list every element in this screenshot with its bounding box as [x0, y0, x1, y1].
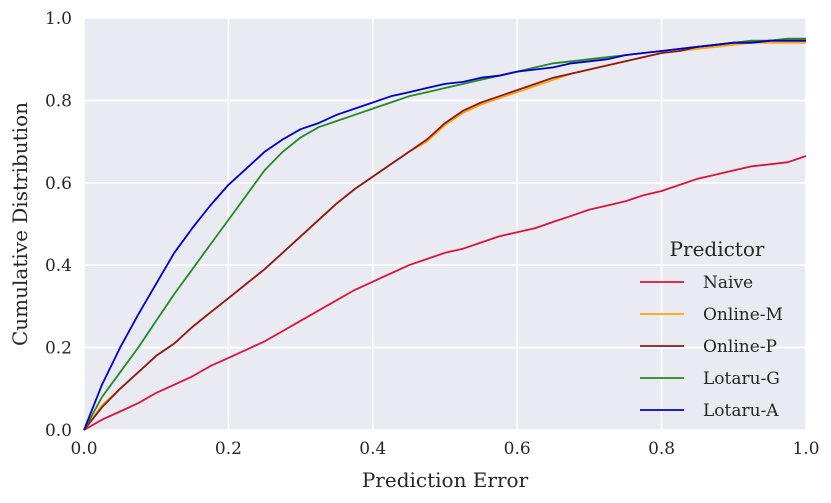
y-tick-label: 0.2	[45, 339, 72, 359]
plot-background	[84, 18, 806, 430]
x-tick-label: 0.4	[359, 439, 386, 459]
x-axis-label: Prediction Error	[362, 468, 529, 492]
series-line-online-p	[83, 39, 806, 431]
y-tick-labels: 0.0 0.2 0.4 0.6 0.8 1.0	[45, 9, 72, 441]
legend-label-online-m: Online-M	[703, 305, 783, 325]
legend-label-naive: Naive	[703, 273, 753, 293]
y-tick-label: 0.0	[45, 421, 72, 441]
y-axis-label: Cumulative Distribution	[8, 102, 32, 346]
legend-label-lotaru-a: Lotaru-A	[703, 401, 779, 421]
x-tick-label: 1.0	[792, 439, 819, 459]
legend-title: Predictor	[670, 237, 765, 261]
x-tick-label: 0.0	[70, 439, 97, 459]
y-tick-label: 0.4	[45, 256, 72, 276]
series-line-lotaru-a	[83, 39, 806, 431]
y-tick-label: 0.6	[45, 174, 72, 194]
legend-label-online-p: Online-P	[703, 337, 777, 357]
legend-items: Naive Online-M Online-P Lotaru-G Lotaru-A	[640, 273, 783, 421]
y-tick-label: 1.0	[45, 9, 72, 29]
series-lines	[83, 37, 807, 431]
y-tick-label: 0.8	[45, 91, 72, 111]
x-tick-label: 0.8	[648, 439, 675, 459]
x-tick-labels: 0.0 0.2 0.4 0.6 0.8 1.0	[70, 439, 819, 459]
legend-label-lotaru-g: Lotaru-G	[703, 369, 780, 389]
legend: Predictor Naive Online-M Online-P Lotaru-G L…	[640, 237, 783, 421]
x-tick-label: 0.2	[215, 439, 242, 459]
x-tick-label: 0.6	[504, 439, 531, 459]
series-line-naive	[83, 155, 807, 431]
